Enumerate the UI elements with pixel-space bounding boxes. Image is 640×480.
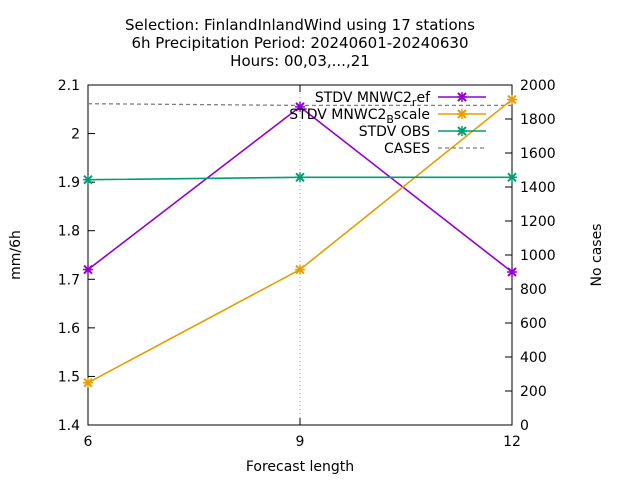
series-0-point-0 (83, 264, 93, 275)
y2-tick-label-5: 1000 (520, 248, 556, 264)
series-2-point-2 (507, 172, 517, 183)
y2-tick-label-8: 1600 (520, 146, 556, 162)
series-1 (83, 94, 517, 388)
series-1-point-2 (507, 94, 517, 105)
series-2 (83, 172, 517, 185)
legend-marker-1 (457, 109, 467, 119)
y-tick-label-0: 1.4 (58, 418, 80, 434)
legend-marker-0 (457, 92, 467, 102)
legend-marker-2 (457, 126, 467, 136)
y2-tick-label-0: 0 (520, 418, 529, 434)
series-0-point-2 (507, 267, 517, 277)
x-tick-label-2: 12 (503, 434, 521, 450)
y-tick-label-2: 1.6 (58, 321, 80, 337)
series-1-point-1 (295, 264, 305, 275)
y2-axis-ticks: 0 200 400 600 800 1000 1200 1400 1600 1800 2000 (505, 78, 556, 434)
legend-label-1: STDV MNWC2Bscale (289, 107, 430, 126)
y-tick-label-5: 1.9 (58, 175, 80, 191)
series-0-point-1 (295, 101, 305, 112)
y-tick-label-4: 1.8 (58, 224, 80, 240)
y2-tick-label-3: 600 (520, 316, 547, 332)
x-tick-label-0: 6 (84, 434, 93, 450)
y2-axis-label: No cases (589, 224, 605, 287)
y2-tick-label-7: 1400 (520, 180, 556, 196)
series-2-point-0 (83, 174, 93, 185)
series-layer (83, 94, 517, 388)
y-tick-label-7: 2.1 (58, 78, 80, 94)
y-axis-ticks: 1.4 1.5 1.6 1.7 1.8 1.9 2 2.1 (58, 78, 95, 434)
x-axis-ticks: 6 9 12 (84, 85, 521, 450)
series-1-point-0 (83, 377, 93, 388)
series-0 (83, 101, 517, 277)
y2-tick-label-9: 1800 (520, 112, 556, 128)
y2-tick-label-10: 2000 (520, 78, 556, 94)
x-tick-label-1: 9 (296, 434, 305, 450)
legend-label-2: STDV OBS (359, 124, 430, 140)
y-tick-label-3: 1.7 (58, 272, 80, 288)
y2-tick-label-6: 1200 (520, 214, 556, 230)
y2-tick-label-4: 800 (520, 282, 547, 298)
y-tick-label-1: 1.5 (58, 369, 80, 385)
y2-tick-label-2: 400 (520, 350, 547, 366)
legend-label-3: CASES (384, 141, 430, 157)
title-line-parameter-period: 6h Precipitation Period: 20240601-202406… (131, 34, 468, 52)
series-2-point-1 (295, 172, 305, 183)
y-tick-label-6: 2 (71, 127, 80, 143)
chart-title: Selection: FinlandInlandWind using 17 st… (125, 16, 475, 70)
title-line-selection: Selection: FinlandInlandWind using 17 st… (125, 16, 475, 34)
x-axis-label: Forecast length (246, 459, 354, 475)
legend-label-0: STDV MNWC2ref (315, 90, 431, 109)
y2-tick-label-1: 200 (520, 384, 547, 400)
title-line-hours: Hours: 00,03,...,21 (230, 52, 370, 70)
y-axis-label: mm/6h (8, 230, 24, 280)
